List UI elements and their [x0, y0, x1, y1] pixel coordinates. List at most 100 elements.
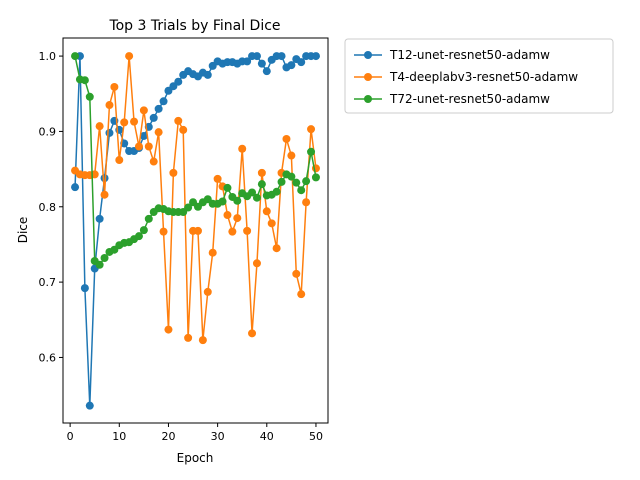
- data-point: [307, 125, 316, 134]
- data-point: [95, 214, 104, 223]
- data-point: [95, 122, 104, 131]
- data-point: [198, 336, 207, 345]
- data-point: [154, 128, 163, 137]
- data-point: [302, 198, 311, 207]
- data-point: [179, 125, 188, 134]
- data-point: [282, 134, 291, 143]
- data-point: [203, 287, 212, 296]
- data-point: [257, 59, 266, 68]
- series-3: [71, 52, 320, 269]
- data-point: [243, 226, 252, 235]
- data-point: [297, 58, 306, 67]
- data-point: [257, 168, 266, 177]
- data-point: [80, 76, 89, 85]
- data-point: [252, 193, 261, 202]
- data-point: [297, 186, 306, 195]
- data-point: [144, 214, 153, 223]
- data-point: [243, 57, 252, 66]
- x-tick-label: 40: [260, 430, 274, 443]
- x-tick-label: 10: [112, 430, 126, 443]
- legend-marker: [364, 95, 372, 103]
- data-point: [71, 183, 80, 192]
- data-point: [307, 147, 316, 156]
- data-point: [184, 333, 193, 342]
- data-point: [223, 211, 232, 220]
- data-point: [267, 219, 276, 228]
- y-tick-label: 0.7: [39, 276, 57, 289]
- plot-area: [62, 37, 329, 424]
- data-point: [159, 97, 168, 106]
- data-point: [272, 187, 281, 196]
- data-point: [238, 144, 247, 153]
- data-point: [272, 244, 281, 253]
- legend-marker: [364, 51, 372, 59]
- data-point: [297, 290, 306, 299]
- data-point: [149, 113, 158, 122]
- y-axis: 0.6 0.7 0.8 0.9 1.0: [39, 50, 63, 364]
- data-point: [248, 188, 257, 197]
- data-point: [139, 226, 148, 235]
- legend-label: T4-deeplabv3-resnet50-adamw: [389, 70, 578, 84]
- data-point: [71, 52, 80, 61]
- data-point: [174, 116, 183, 125]
- data-point: [208, 248, 217, 257]
- y-tick-label: 0.9: [39, 125, 57, 138]
- data-point: [149, 157, 158, 166]
- y-tick-label: 0.6: [39, 351, 57, 364]
- data-point: [184, 203, 193, 212]
- data-point: [277, 52, 286, 61]
- data-point: [139, 131, 148, 140]
- data-point: [193, 226, 202, 235]
- data-point: [228, 227, 237, 236]
- legend-label: T72-unet-resnet50-adamw: [389, 92, 550, 106]
- data-point: [252, 259, 261, 268]
- x-tick-label: 50: [309, 430, 323, 443]
- data-point: [115, 156, 124, 165]
- data-point: [302, 177, 311, 186]
- data-point: [311, 173, 320, 182]
- legend: T12-unet-resnet50-adamw T4-deeplabv3-resn…: [344, 38, 614, 114]
- data-point: [174, 77, 183, 86]
- data-point: [287, 61, 296, 70]
- legend-items: T12-unet-resnet50-adamw T4-deeplabv3-resn…: [354, 48, 578, 106]
- data-point: [134, 142, 143, 151]
- series-1: [71, 52, 320, 410]
- chart-title: Top 3 Trials by Final Dice: [108, 18, 280, 34]
- data-point: [100, 174, 109, 183]
- data-point: [100, 254, 109, 262]
- data-point: [262, 207, 271, 216]
- data-point: [233, 214, 242, 223]
- data-point: [95, 260, 104, 269]
- x-axis: 0 10 20 30 40 50: [67, 423, 323, 443]
- data-point: [100, 190, 109, 199]
- data-point: [125, 52, 134, 61]
- data-point: [105, 101, 114, 110]
- x-tick-label: 30: [211, 430, 225, 443]
- data-point: [287, 172, 296, 181]
- data-point: [203, 70, 212, 79]
- data-point: [262, 67, 271, 76]
- legend-item: T72-unet-resnet50-adamw: [354, 92, 550, 106]
- data-point: [85, 401, 94, 410]
- legend-frame: [344, 38, 614, 114]
- y-tick-label: 1.0: [39, 50, 57, 63]
- data-point: [139, 106, 148, 115]
- data-point: [144, 142, 153, 151]
- y-tick-label: 0.8: [39, 201, 57, 214]
- data-point: [85, 92, 94, 101]
- legend-item: T4-deeplabv3-resnet50-adamw: [354, 70, 578, 84]
- data-point: [169, 168, 178, 177]
- legend-marker: [364, 73, 372, 81]
- data-point: [130, 117, 139, 126]
- data-point: [120, 118, 129, 127]
- data-point: [105, 128, 114, 137]
- legend-item: T12-unet-resnet50-adamw: [354, 48, 550, 62]
- data-point: [311, 52, 320, 61]
- series-layer: [71, 52, 320, 410]
- data-point: [159, 227, 168, 236]
- data-point: [134, 232, 143, 241]
- x-axis-label: Epoch: [177, 451, 214, 465]
- x-tick-label: 0: [67, 430, 74, 443]
- data-point: [110, 82, 119, 91]
